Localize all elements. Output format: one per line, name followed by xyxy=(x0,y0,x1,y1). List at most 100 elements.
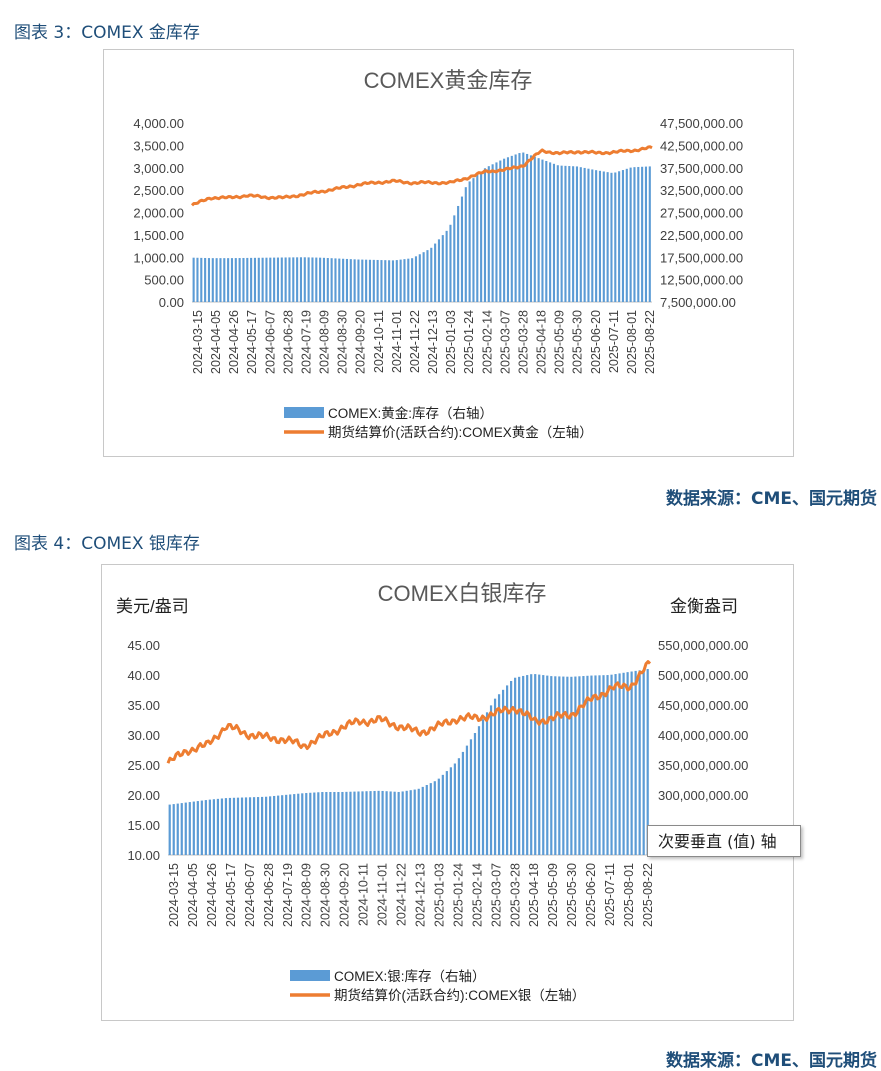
bar xyxy=(630,671,633,855)
x-tick-label: 2025-08-22 xyxy=(641,863,655,927)
right-tick-label: 17,500,000.00 xyxy=(660,250,743,265)
bar xyxy=(426,250,429,302)
bar xyxy=(514,154,517,302)
bar xyxy=(495,162,498,302)
left-tick-label: 4,000.00 xyxy=(133,116,184,131)
bar xyxy=(246,257,249,302)
bar xyxy=(216,798,220,855)
left-tick-label: 30.00 xyxy=(127,728,160,743)
bar xyxy=(368,259,372,302)
bar xyxy=(338,258,341,302)
bar xyxy=(192,801,195,855)
x-tick-label: 2024-11-01 xyxy=(390,310,404,373)
bar xyxy=(445,771,448,855)
bar xyxy=(168,804,171,855)
bar xyxy=(506,157,510,302)
line-series xyxy=(166,660,652,764)
bar xyxy=(365,791,368,855)
bar xyxy=(200,257,203,302)
bar xyxy=(414,256,418,302)
bar xyxy=(305,793,308,855)
bar xyxy=(256,797,260,855)
bar xyxy=(361,791,364,855)
bar xyxy=(317,792,320,855)
bar xyxy=(578,676,581,855)
bar xyxy=(215,258,218,302)
bar xyxy=(537,158,540,302)
bar xyxy=(594,675,597,855)
x-tick-label: 2025-05-09 xyxy=(553,310,567,374)
bar xyxy=(228,797,232,855)
bar xyxy=(285,794,288,855)
bar xyxy=(377,790,380,855)
left-axis-ticks: 10.00 15.00 20.00 25.00 30.00 35.00 40.00 45.00 xyxy=(127,638,160,863)
bar xyxy=(560,165,563,302)
x-tick-label: 2024-03-15 xyxy=(191,310,205,374)
bar xyxy=(460,196,464,302)
bar xyxy=(345,258,349,302)
bar xyxy=(372,259,375,302)
legend: COMEX:银:库存（右轴） 期货结算价(活跃合约):COMEX银（左轴） xyxy=(290,969,585,1003)
bar xyxy=(550,676,553,855)
bar xyxy=(342,258,345,302)
bar xyxy=(642,669,645,855)
bar xyxy=(566,676,569,855)
bar xyxy=(180,803,183,855)
bar-series xyxy=(192,152,651,302)
bar xyxy=(315,257,318,302)
x-tick-label: 2024-07-19 xyxy=(299,310,313,374)
bar xyxy=(337,792,340,855)
bar xyxy=(230,258,234,302)
bar xyxy=(530,674,533,855)
bar xyxy=(296,257,299,302)
bar xyxy=(457,205,460,302)
x-tick-label: 2025-08-01 xyxy=(625,310,639,374)
bar xyxy=(192,257,195,302)
bar xyxy=(223,258,226,302)
bar xyxy=(303,257,306,302)
bar xyxy=(313,792,316,855)
x-tick-label: 2024-06-07 xyxy=(263,310,277,374)
x-tick-label: 2025-03-28 xyxy=(508,863,522,927)
bar xyxy=(556,165,559,302)
bar xyxy=(349,791,352,855)
bar xyxy=(297,793,300,855)
bar xyxy=(598,170,602,302)
x-tick-label: 2025-01-24 xyxy=(462,310,476,374)
bar xyxy=(497,694,501,855)
bar xyxy=(240,797,244,855)
bar xyxy=(433,781,436,855)
bar xyxy=(425,784,428,855)
bar xyxy=(269,257,272,302)
bar xyxy=(445,230,448,302)
bar xyxy=(646,669,649,855)
bar xyxy=(629,167,632,302)
bar xyxy=(626,672,629,855)
price-line xyxy=(190,145,653,207)
bar xyxy=(242,257,245,302)
figure3-caption: 图表 3：COMEX 金库存 xyxy=(14,23,200,43)
bar xyxy=(510,155,513,302)
bar xyxy=(401,791,404,855)
legend-label-line: 期货结算价(活跃合约):COMEX黄金（左轴） xyxy=(328,424,593,440)
bar xyxy=(625,168,628,302)
bar xyxy=(618,673,621,855)
x-axis-ticks: 2024-03-15 2024-04-05 2024-04-26 2024-05-17… xyxy=(191,310,657,374)
bar xyxy=(564,165,567,302)
bar xyxy=(481,719,485,855)
legend-label-line: 期货结算价(活跃合约):COMEX银（左轴） xyxy=(334,987,585,1003)
bar xyxy=(399,259,402,302)
left-tick-label: 2,000.00 xyxy=(133,206,184,221)
x-tick-label: 2024-09-20 xyxy=(354,310,368,374)
bar xyxy=(526,153,529,302)
x-tick-label: 2024-06-28 xyxy=(281,310,295,374)
bar xyxy=(552,163,556,302)
bar xyxy=(465,745,469,855)
bar xyxy=(590,675,593,855)
left-tick-label: 1,500.00 xyxy=(133,228,184,243)
bar xyxy=(234,258,237,302)
bar xyxy=(409,790,412,855)
x-tick-label: 2024-10-11 xyxy=(372,310,386,373)
bar xyxy=(417,788,420,855)
right-tick-label: 12,500,000.00 xyxy=(660,273,743,288)
